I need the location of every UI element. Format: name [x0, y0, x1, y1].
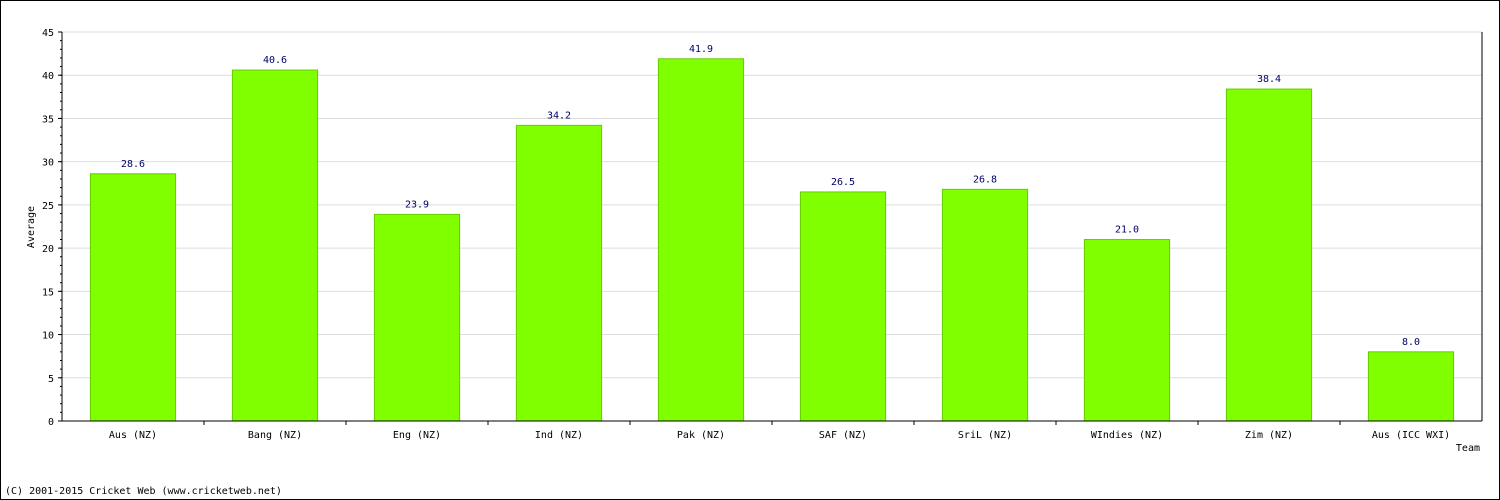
bar — [231, 69, 319, 422]
bar-value-label: 28.6 — [121, 159, 145, 170]
value-labels: 28.6 40.6 23.9 34.2 41.9 26.5 26.8 21.0 38.4 8.0 — [121, 44, 1420, 348]
x-ticks: Aus (NZ) Bang (NZ) Eng (NZ) Ind (NZ) Pak (NZ… — [109, 421, 1450, 441]
bar — [1083, 238, 1171, 422]
bar — [941, 188, 1029, 422]
y-tick-label: 0 — [48, 417, 54, 428]
x-tick-label: Pak (NZ) — [677, 430, 725, 441]
bar-value-label: 38.4 — [1257, 74, 1281, 85]
bar-value-label: 26.5 — [831, 177, 855, 188]
x-tick-label: Ind (NZ) — [535, 430, 583, 441]
bar — [1367, 351, 1455, 422]
y-tick-label: 5 — [48, 374, 54, 385]
bar — [799, 191, 887, 422]
x-axis-title: Team — [1456, 443, 1480, 454]
bar — [373, 213, 461, 422]
bar-value-label: 23.9 — [405, 199, 429, 210]
bar-value-label: 26.8 — [973, 174, 997, 185]
bar-value-label: 21.0 — [1115, 224, 1139, 235]
bar-value-label: 34.2 — [547, 110, 571, 121]
bar-value-label: 40.6 — [263, 55, 287, 66]
y-tick-label: 45 — [42, 28, 54, 39]
bar — [1225, 88, 1313, 422]
x-tick-label: Bang (NZ) — [248, 430, 302, 441]
y-tick-label: 30 — [42, 158, 54, 169]
y-tick-label: 15 — [42, 287, 54, 298]
bar — [657, 58, 745, 422]
y-ticks: 0 5 10 15 20 25 30 35 40 45 — [42, 28, 62, 428]
x-tick-label: Aus (ICC WXI) — [1372, 430, 1450, 441]
y-axis-title: Average — [26, 206, 37, 248]
bar-value-label: 8.0 — [1402, 337, 1420, 348]
y-tick-label: 35 — [42, 114, 54, 125]
bar — [515, 124, 603, 422]
x-tick-label: WIndies (NZ) — [1091, 430, 1163, 441]
x-tick-label: Aus (NZ) — [109, 430, 157, 441]
y-tick-label: 40 — [42, 71, 54, 82]
y-tick-label: 20 — [42, 244, 54, 255]
bar — [89, 173, 177, 422]
bar-value-label: 41.9 — [689, 44, 713, 55]
x-tick-label: Zim (NZ) — [1245, 430, 1293, 441]
y-tick-label: 10 — [42, 331, 54, 342]
x-tick-label: SAF (NZ) — [819, 430, 867, 441]
x-tick-label: Eng (NZ) — [393, 430, 441, 441]
bars — [89, 58, 1455, 422]
x-tick-label: SriL (NZ) — [958, 430, 1012, 441]
y-tick-label: 25 — [42, 201, 54, 212]
copyright-text: (C) 2001-2015 Cricket Web (www.cricketwe… — [5, 486, 282, 497]
